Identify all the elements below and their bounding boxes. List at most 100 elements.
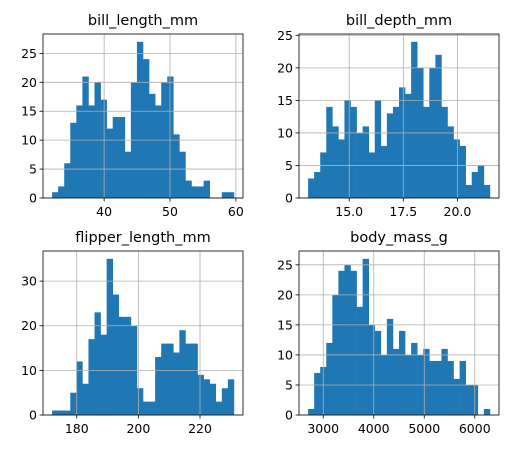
axes-frame — [42, 250, 244, 416]
histogram-bar — [483, 184, 491, 198]
axes-frame — [42, 33, 244, 199]
y-tick-label: 10 — [277, 125, 293, 140]
histogram-bar — [453, 139, 460, 198]
histogram-bar — [314, 171, 321, 198]
histogram-bar — [112, 117, 120, 198]
histogram-bar — [453, 378, 460, 415]
subplot-title: body_mass_g — [350, 230, 448, 246]
histogram-bar — [203, 180, 210, 198]
histogram-bar — [197, 374, 204, 415]
histogram-bar — [386, 318, 394, 415]
histogram-bar — [362, 258, 369, 415]
subplot-flipper_length_mm: 180 200 220 0 10 20 30 flipper_length_mm — [21, 230, 244, 436]
x-tick-label: 60 — [228, 204, 244, 219]
y-tick-label: 5 — [285, 158, 293, 173]
histogram-bar — [227, 379, 235, 415]
histogram-bar — [136, 41, 144, 198]
histogram-bar — [209, 383, 217, 415]
x-tick-label: 3000 — [307, 421, 339, 436]
histogram-bar — [344, 100, 351, 198]
histogram-bar — [124, 316, 132, 415]
histogram-bar — [149, 93, 156, 198]
histogram-bar — [82, 76, 89, 198]
histogram-bar — [70, 392, 77, 415]
histogram-bar — [435, 54, 442, 199]
histogram-bar — [350, 270, 357, 415]
histogram-bar — [203, 379, 210, 415]
y-tick-label: 15 — [277, 317, 293, 332]
histogram-bar — [483, 408, 491, 415]
histogram-bar — [52, 192, 59, 198]
histogram-bar — [399, 87, 406, 198]
histogram-bar — [374, 100, 382, 198]
axes-frame — [298, 250, 500, 416]
histogram-bar — [191, 186, 198, 198]
y-tick-label: 15 — [21, 104, 37, 119]
histogram-bar — [58, 186, 65, 198]
x-tick-label: 6000 — [459, 421, 491, 436]
histogram-bar — [100, 334, 107, 415]
histogram-bar — [173, 134, 180, 198]
histogram-bar — [221, 192, 229, 198]
histogram-bar — [465, 184, 473, 198]
histogram-bar — [320, 152, 327, 198]
x-tick-label: 15.0 — [335, 204, 363, 219]
histogram-bar — [52, 410, 59, 415]
histogram-bar — [326, 342, 333, 415]
histogram-bar — [118, 316, 126, 415]
y-tick-label: 10 — [21, 133, 37, 148]
histogram-bar — [215, 401, 223, 415]
histogram-bar — [368, 324, 376, 415]
subplot-body_mass_g: 3000 4000 5000 6000 0 5 10 15 20 25 body_mass_g — [277, 230, 500, 436]
histogram-bar — [356, 306, 363, 415]
histogram-bar — [399, 330, 406, 415]
x-tick-label: 17.5 — [389, 204, 417, 219]
y-tick-label: 15 — [277, 93, 293, 108]
histogram-bar — [429, 360, 436, 415]
histogram-bar — [197, 186, 204, 198]
histogram-bar — [308, 408, 315, 415]
y-tick-label: 30 — [21, 274, 37, 289]
x-tick-label: 4000 — [358, 421, 390, 436]
subplot-title: bill_depth_mm — [346, 13, 452, 29]
y-tick-label: 0 — [29, 408, 37, 423]
histogram-bar — [161, 343, 168, 415]
y-tick-label: 25 — [277, 28, 293, 43]
histogram-bar — [227, 192, 235, 198]
subplot-bill_depth_mm: 15.0 17.5 20.0 0 5 10 15 20 25 bill_depth_mm — [277, 13, 500, 219]
histogram-bar — [459, 360, 466, 415]
histogram-bar — [326, 106, 333, 198]
histogram-bar — [88, 105, 95, 198]
y-tick-label: 25 — [277, 257, 293, 272]
histogram-bar — [191, 343, 198, 415]
histogram-bar — [94, 312, 101, 415]
histogram-bar — [405, 93, 412, 198]
histogram-bar — [380, 145, 388, 198]
histogram-bar — [423, 348, 430, 415]
subplot-title: bill_length_mm — [88, 13, 198, 29]
x-tick-label: 50 — [162, 204, 178, 219]
histogram-bar — [459, 145, 466, 198]
x-tick-label: 220 — [188, 421, 212, 436]
histogram-bar — [423, 106, 430, 198]
histogram-bar — [143, 59, 150, 199]
histogram-bar — [338, 270, 345, 415]
histogram-bar — [82, 383, 89, 415]
histogram-bar — [155, 356, 162, 415]
histogram-bar — [350, 106, 357, 198]
histogram-bar — [149, 401, 156, 415]
histogram-bar — [76, 105, 83, 198]
histogram-bar — [112, 294, 120, 415]
histogram-bar — [179, 151, 186, 198]
histogram-bar — [338, 139, 345, 198]
histogram-bar — [362, 126, 369, 198]
histogram-bar — [447, 126, 454, 198]
histogram-bar — [185, 180, 192, 198]
histogram-bar — [179, 330, 186, 415]
y-tick-label: 0 — [285, 191, 293, 206]
histogram-bar — [392, 106, 400, 198]
histogram-bar — [477, 165, 485, 198]
histogram-bar — [374, 330, 382, 415]
histogram-bar — [58, 410, 65, 415]
histogram-bar — [447, 360, 454, 415]
